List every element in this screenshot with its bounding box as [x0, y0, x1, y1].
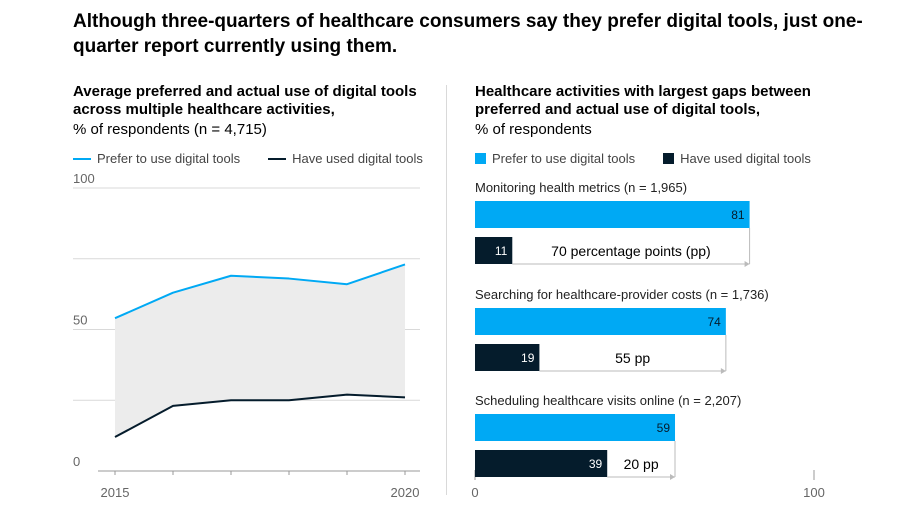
- prefer-bar-value: 59: [657, 421, 671, 435]
- x-tick-label: 2020: [391, 485, 420, 500]
- category-label: Monitoring health metrics (n = 1,965): [475, 180, 687, 195]
- category-label: Scheduling healthcare visits online (n =…: [475, 393, 741, 408]
- panel-divider: [446, 85, 447, 495]
- right-legend-used-label: Have used digital tools: [680, 151, 811, 166]
- used-bar-value: 39: [589, 457, 603, 471]
- gap-label: 20 pp: [624, 456, 659, 472]
- bar-chart: 0 100 Monitoring health metrics (n = 1,965…: [471, 180, 825, 500]
- left-legend-prefer: Prefer to use digital tools: [73, 151, 240, 166]
- used-bar: [475, 344, 540, 371]
- y-tick-label: 100: [73, 171, 95, 186]
- y-tick-label: 50: [73, 313, 87, 328]
- x-tick-label: 0: [471, 485, 478, 500]
- legend-box-used: [663, 153, 675, 164]
- category-label: Searching for healthcare-provider costs …: [475, 287, 769, 302]
- gap-arrowhead: [670, 474, 676, 480]
- right-legend-used: Have used digital tools: [663, 151, 811, 166]
- y-tick-label: 0: [73, 454, 80, 469]
- left-panel-title: Average preferred and actual use of digi…: [73, 83, 417, 118]
- line-chart: 0 50 100 2015 2020: [73, 171, 420, 500]
- used-bar: [475, 237, 513, 264]
- prefer-bar: [475, 308, 726, 335]
- gap-arrowhead: [720, 368, 726, 374]
- left-legend: Prefer to use digital tools Have used di…: [73, 151, 451, 166]
- right-panel-title: Healthcare activities with largest gaps …: [475, 83, 811, 118]
- prefer-bar: [475, 201, 750, 228]
- gap-label: 55 pp: [615, 350, 650, 366]
- gap-area: [115, 264, 405, 438]
- prefer-bar-value: 81: [731, 208, 745, 222]
- page-title: Although three-quarters of healthcare co…: [73, 11, 863, 57]
- used-bar-value: 19: [521, 351, 535, 365]
- right-panel-subtitle: % of respondents: [475, 121, 592, 138]
- legend-line-used: [268, 157, 287, 160]
- legend-line-prefer: [73, 157, 91, 160]
- prefer-series-line: [114, 263, 406, 320]
- right-legend: Prefer to use digital tools Have used di…: [475, 151, 839, 166]
- left-legend-prefer-label: Prefer to use digital tools: [97, 151, 241, 166]
- prefer-bar-value: 74: [708, 315, 722, 329]
- legend-box-prefer: [475, 153, 486, 164]
- left-legend-used-label: Have used digital tools: [292, 151, 423, 166]
- x-tick-label: 2015: [101, 485, 130, 500]
- used-series-line: [114, 393, 406, 438]
- left-legend-used: Have used digital tools: [268, 151, 423, 166]
- right-legend-prefer: Prefer to use digital tools: [475, 151, 635, 166]
- x-tick-label: 100: [803, 485, 825, 500]
- gap-arrowhead: [744, 261, 750, 267]
- used-bar: [475, 450, 608, 477]
- prefer-bar: [475, 414, 676, 441]
- gap-label: 70 percentage points (pp): [551, 243, 711, 259]
- used-bar-value: 11: [495, 244, 508, 258]
- left-panel-subtitle: % of respondents (n = 4,715): [73, 121, 267, 138]
- right-legend-prefer-label: Prefer to use digital tools: [492, 151, 636, 166]
